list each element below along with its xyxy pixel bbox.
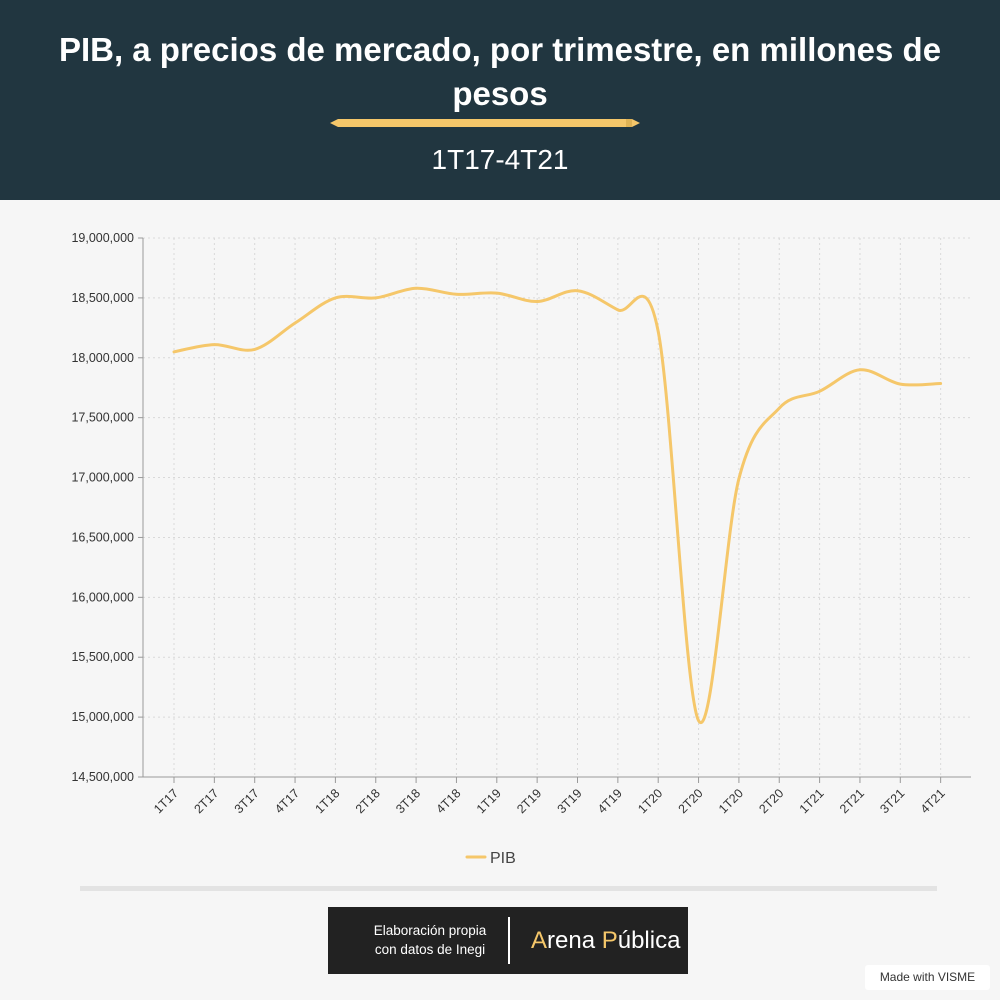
x-tick-label: 3T21 — [877, 786, 907, 816]
y-tick-label: 18,000,000 — [71, 351, 134, 365]
x-tick-label: 3T17 — [232, 786, 262, 816]
x-tick-label: 2T19 — [514, 786, 544, 816]
chart-legend: PIB — [465, 850, 516, 867]
x-tick-label: 2T21 — [837, 786, 867, 816]
x-axis-ticks: 1T17 2T17 3T17 4T17 1T18 2T18 3T18 4T18 1T19 2T19… — [151, 777, 948, 816]
y-tick-label: 15,000,000 — [71, 710, 134, 724]
x-tick-label: 2T20 — [756, 786, 786, 816]
chart-axes — [142, 238, 971, 778]
y-tick-label: 16,500,000 — [71, 530, 134, 544]
footer-separator — [80, 886, 937, 891]
y-axis-ticks: 14,500,000 15,000,000 15,500,000 16,000,000… — [71, 231, 143, 784]
x-tick-label: 1T20 — [635, 786, 665, 816]
series-line-pib — [172, 286, 943, 725]
made-with-visme-badge[interactable]: Made with VISME — [865, 965, 990, 990]
y-tick-label: 16,000,000 — [71, 590, 134, 604]
x-tick-label: 3T19 — [555, 786, 585, 816]
y-tick-label: 14,500,000 — [71, 770, 134, 784]
credit-line-2: con datos de Inegi — [374, 942, 486, 957]
x-tick-label: 2T18 — [353, 786, 383, 816]
x-tick-label: 1T19 — [474, 786, 504, 816]
line-chart: 14,500,000 15,000,000 15,500,000 16,000,000… — [71, 231, 971, 867]
x-tick-label: 1T20 — [716, 786, 746, 816]
y-tick-label: 19,000,000 — [71, 231, 134, 245]
x-tick-label: 4T19 — [595, 786, 625, 816]
brand-logo: Arena Pública — [531, 927, 681, 954]
x-tick-label: 1T17 — [151, 786, 181, 816]
pencil-divider-icon — [330, 119, 640, 127]
chart-subtitle: 1T17-4T21 — [431, 144, 569, 175]
y-tick-label: 17,000,000 — [71, 471, 134, 485]
legend-label-pib: PIB — [490, 850, 516, 867]
y-tick-label: 15,500,000 — [71, 650, 134, 664]
x-tick-label: 2T20 — [676, 786, 706, 816]
y-tick-label: 17,500,000 — [71, 411, 134, 425]
chart-grid — [143, 237, 971, 777]
x-tick-label: 4T18 — [434, 786, 464, 816]
credit-line-1: Elaboración propia — [373, 923, 487, 938]
y-tick-label: 18,500,000 — [71, 291, 134, 305]
credit-divider — [508, 917, 510, 964]
x-tick-label: 1T21 — [797, 786, 827, 816]
x-tick-label: 4T21 — [918, 786, 948, 816]
chart-header: PIB, a precios de mercado, por trimestre… — [0, 0, 1000, 200]
x-tick-label: 1T18 — [312, 786, 342, 816]
x-tick-label: 3T18 — [393, 786, 423, 816]
chart-title: PIB, a precios de mercado, por trimestre… — [58, 31, 942, 112]
credit-text: Elaboración propia con datos de Inegi — [346, 921, 514, 959]
credit-box: Elaboración propia con datos de Inegi Ar… — [328, 907, 688, 974]
x-tick-label: 2T17 — [191, 786, 221, 816]
x-tick-label: 4T17 — [272, 786, 302, 816]
